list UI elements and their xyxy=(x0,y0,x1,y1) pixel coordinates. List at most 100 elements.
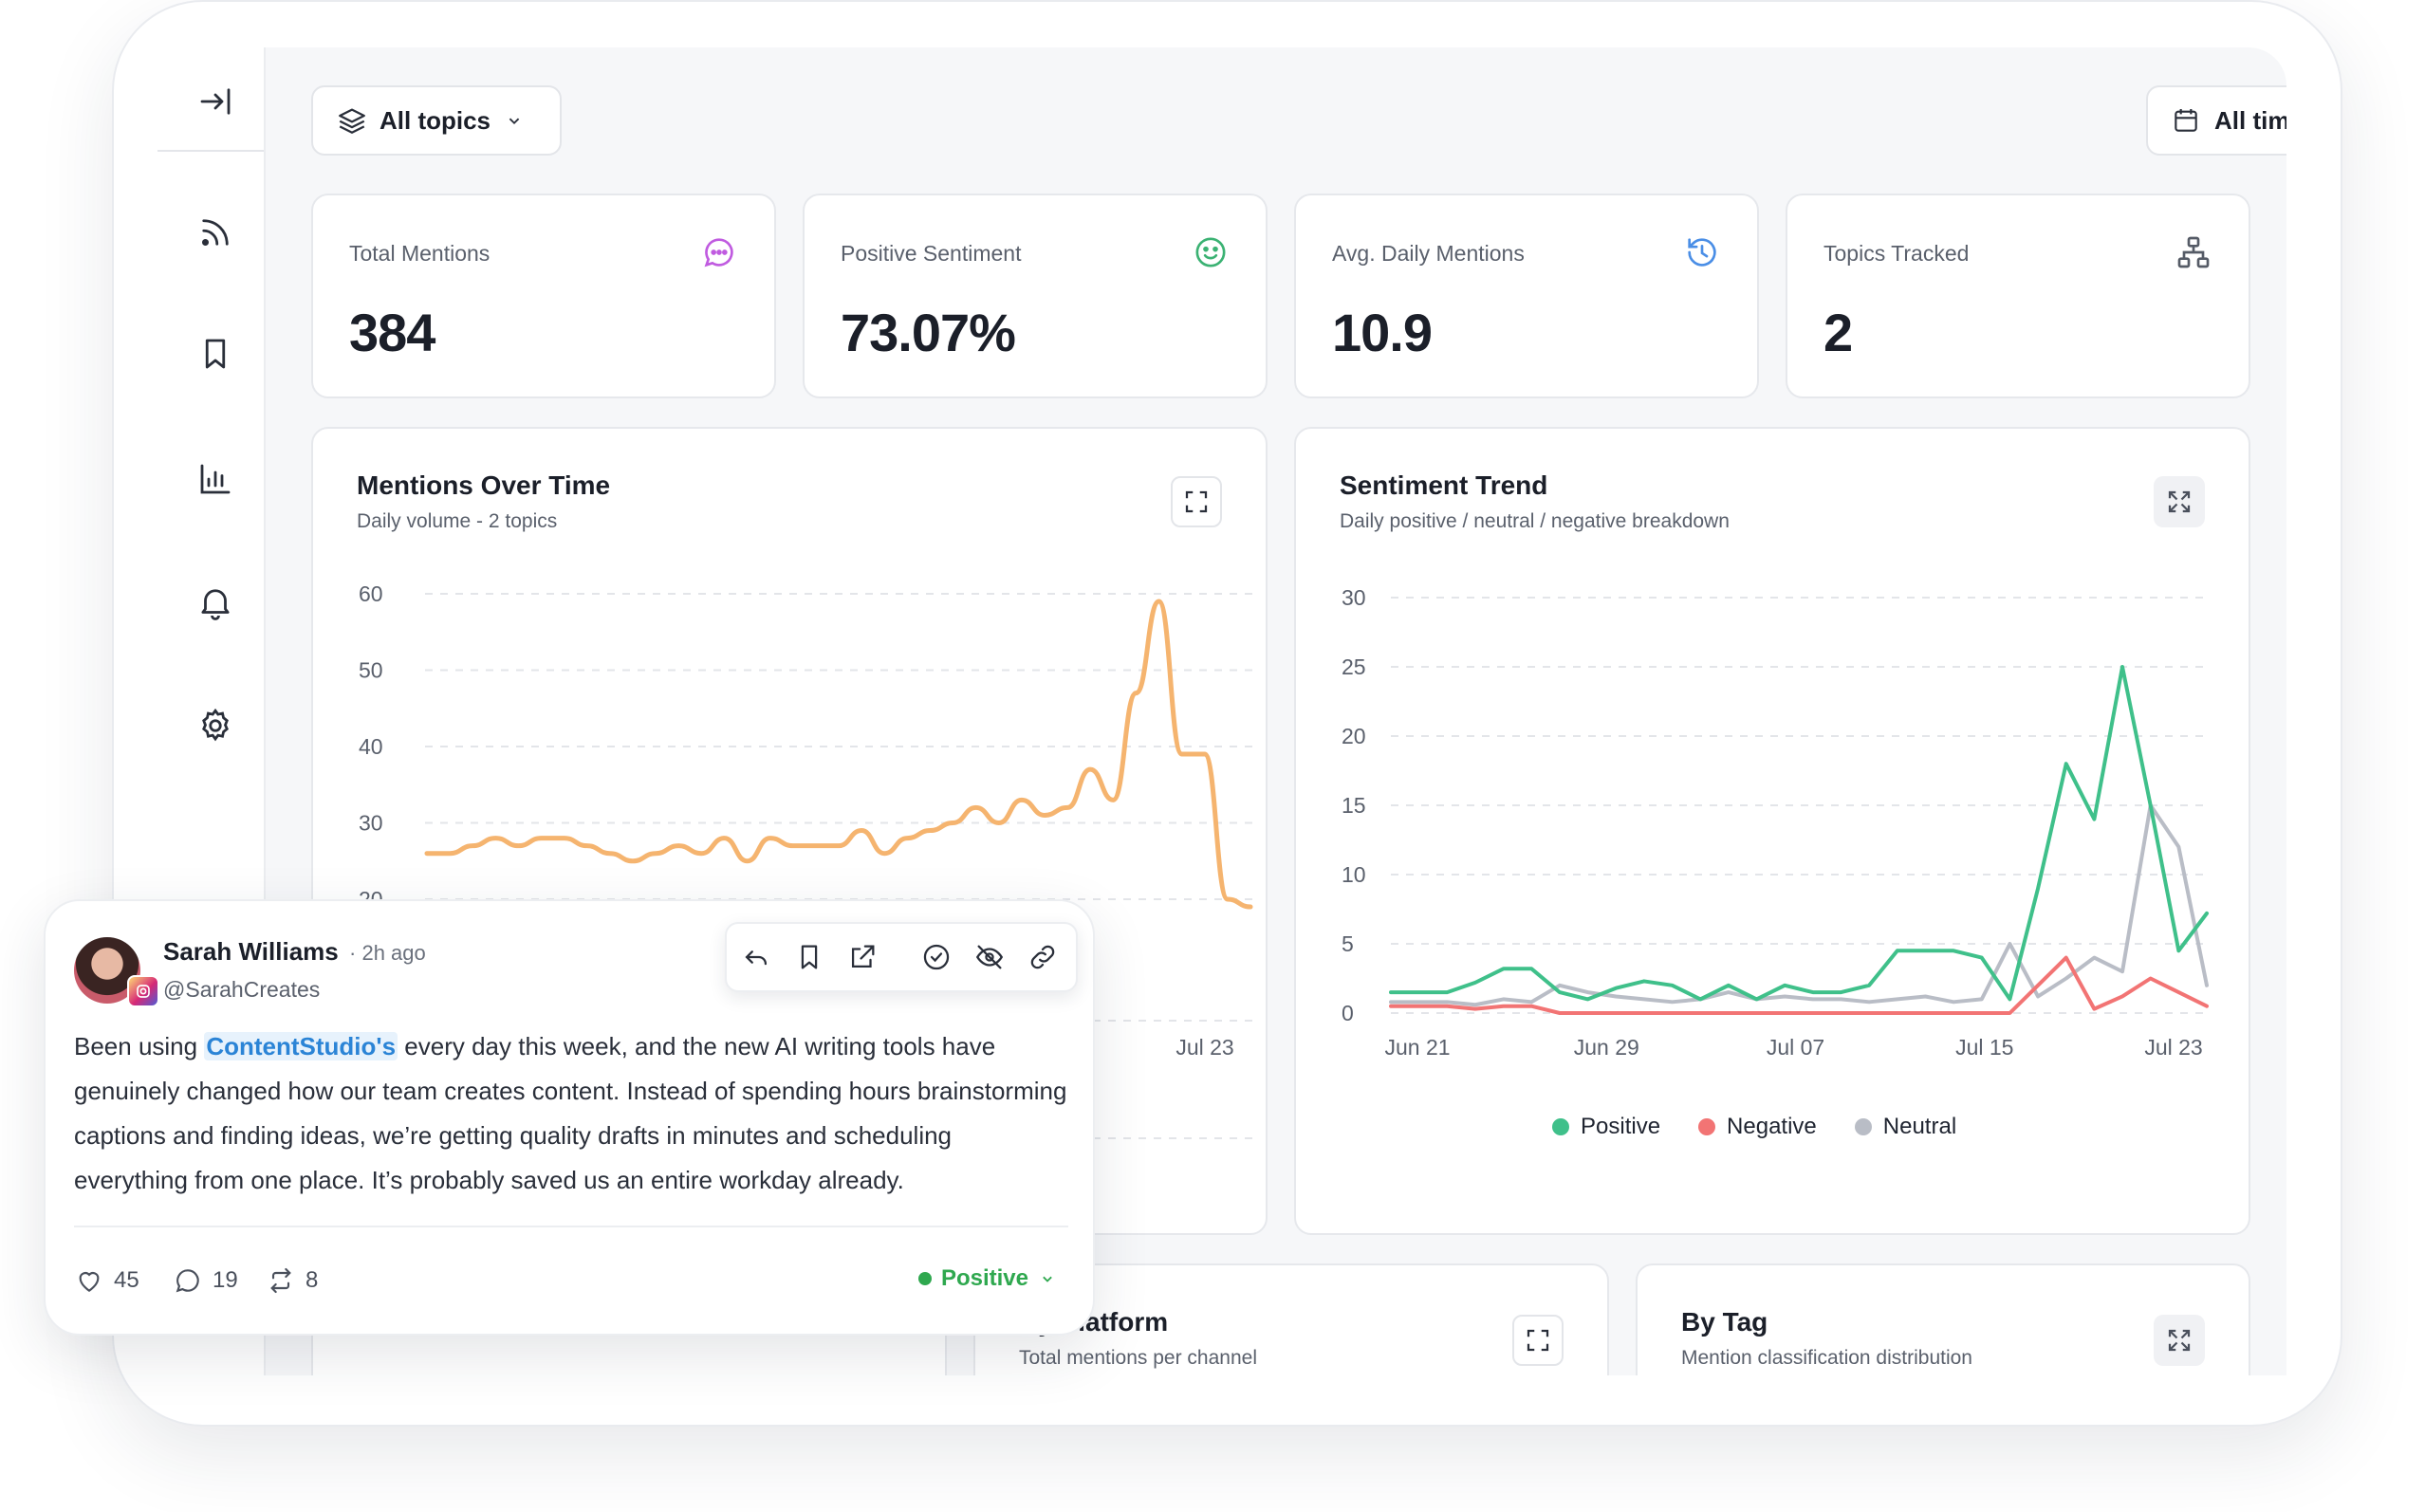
sentiment-series-neutral[interactable] xyxy=(1389,803,2209,1007)
brand-mention-highlight[interactable]: ContentStudio's xyxy=(204,1032,398,1060)
stat-value: 73.07% xyxy=(841,303,1016,362)
check-circle-icon[interactable] xyxy=(920,941,953,973)
x-tick-label: Jun 29 xyxy=(1574,1035,1639,1060)
chart-subtitle: Daily volume - 2 topics xyxy=(357,510,558,532)
rss-feed-icon[interactable] xyxy=(195,212,235,252)
comments-count: 19 xyxy=(213,1267,238,1293)
social-post-card[interactable]: Sarah Williams · 2h ago @SarahCreates Be… xyxy=(44,899,1095,1336)
y-tick-label: 0 xyxy=(1342,1001,1354,1025)
sentiment-trend-card: Sentiment Trend Daily positive / neutral… xyxy=(1294,427,2250,1235)
expand-sidebar-icon[interactable] xyxy=(195,82,235,121)
expand-arrows-icon xyxy=(2168,1329,2191,1352)
legend-dot xyxy=(1854,1118,1872,1135)
reposts-count: 8 xyxy=(305,1267,319,1293)
stat-label: Positive Sentiment xyxy=(841,241,1022,266)
comment-icon xyxy=(176,1269,199,1293)
stat-label: Topics Tracked xyxy=(1823,241,1970,266)
x-tick-label: Jul 15 xyxy=(1955,1035,2013,1060)
post-author[interactable]: Sarah Williams xyxy=(163,937,339,966)
likes-button[interactable]: 45 xyxy=(74,1265,139,1296)
y-tick-label: 60 xyxy=(359,581,383,606)
legend-label: Negative xyxy=(1727,1114,1817,1139)
y-tick-label: 20 xyxy=(1342,724,1366,748)
topics-filter-label: All topics xyxy=(379,105,491,135)
chart-legend: Positive Negative Neutral xyxy=(1552,1114,1956,1140)
expand-chart-button[interactable] xyxy=(2154,1315,2205,1366)
sentiment-dropdown[interactable]: Positive xyxy=(917,1265,1057,1292)
chevron-down-icon xyxy=(509,118,520,125)
time-range-label: All time xyxy=(2214,105,2286,135)
fullscreen-icon xyxy=(1527,1329,1549,1352)
legend-label: Positive xyxy=(1581,1114,1661,1139)
post-time: · 2h ago xyxy=(349,941,426,965)
legend-item-positive[interactable]: Positive xyxy=(1552,1114,1660,1140)
y-tick-label: 30 xyxy=(1342,585,1366,610)
chart-subtitle: Mention classification distribution xyxy=(1681,1347,1972,1369)
legend-item-negative[interactable]: Negative xyxy=(1698,1114,1817,1140)
x-tick-label: Jul 07 xyxy=(1767,1035,1824,1060)
sentiment-line-chart: 30 25 20 15 10 5 0 Jun 21 Jun 29 Jul 07 Jul 15 Jul … xyxy=(1342,585,2209,1060)
sentiment-label: Positive xyxy=(940,1265,1028,1291)
post-divider xyxy=(74,1226,1068,1227)
bookmark-icon[interactable] xyxy=(793,941,825,973)
y-tick-label: 10 xyxy=(1342,862,1366,887)
post-actions-toolbar xyxy=(725,922,1078,992)
likes-count: 45 xyxy=(114,1267,139,1293)
expand-chart-button[interactable] xyxy=(2154,476,2205,527)
sidebar-border xyxy=(264,47,266,1375)
legend-item-neutral[interactable]: Neutral xyxy=(1854,1114,1957,1140)
y-tick-label: 5 xyxy=(1342,931,1354,956)
stat-label: Total Mentions xyxy=(349,241,491,266)
sidebar xyxy=(114,2,266,1425)
post-body: Been using ContentStudio's every day thi… xyxy=(74,1024,1070,1203)
layers-icon xyxy=(339,108,365,134)
post-time-value: 2h ago xyxy=(361,941,426,965)
post-text-start: Been using xyxy=(74,1032,205,1060)
y-tick-label: 25 xyxy=(1342,655,1366,679)
fullscreen-button[interactable] xyxy=(1171,476,1222,527)
mentions-series-line[interactable] xyxy=(424,599,1253,910)
chart-title: Sentiment Trend xyxy=(1340,470,1548,500)
y-tick-label: 50 xyxy=(359,658,383,683)
legend-dot xyxy=(1552,1118,1569,1135)
y-tick-label: 15 xyxy=(1342,793,1366,818)
bell-icon[interactable] xyxy=(195,582,235,622)
time-range-button[interactable]: All time xyxy=(2146,85,2286,156)
topics-filter-dropdown[interactable]: All topics xyxy=(311,85,562,156)
stat-card-avg-daily-mentions: Avg. Daily Mentions 10.9 xyxy=(1294,194,1759,398)
hierarchy-icon xyxy=(2177,236,2210,268)
app-window: All topics All time Total Mentions 384 P… xyxy=(112,0,2342,1427)
stat-value: 10.9 xyxy=(1332,303,1433,362)
instagram-icon xyxy=(127,975,159,1007)
chart-subtitle: Daily positive / neutral / negative brea… xyxy=(1340,510,1730,532)
y-tick-label: 40 xyxy=(359,734,383,759)
by-tag-card: By Tag Mention classification distributi… xyxy=(1636,1263,2250,1375)
chart-title: By Tag xyxy=(1681,1307,1768,1337)
reply-icon[interactable] xyxy=(740,941,772,973)
settings-gear-icon[interactable] xyxy=(195,706,235,746)
stat-card-total-mentions: Total Mentions 384 xyxy=(311,194,776,398)
legend-label: Neutral xyxy=(1882,1114,1957,1139)
analytics-icon[interactable] xyxy=(195,459,235,499)
x-tick-label: Jul 23 xyxy=(1175,1035,1233,1060)
chevron-down-icon xyxy=(1043,1276,1052,1282)
calendar-icon xyxy=(2175,109,2197,132)
external-link-icon[interactable] xyxy=(846,941,879,973)
fullscreen-button[interactable] xyxy=(1512,1315,1564,1366)
comments-button[interactable]: 19 xyxy=(173,1265,238,1296)
sentiment-series-positive[interactable] xyxy=(1389,665,2209,1002)
bookmark-icon[interactable] xyxy=(195,334,235,374)
x-tick-label: Jun 21 xyxy=(1384,1035,1450,1060)
legend-dot xyxy=(1698,1118,1716,1135)
sentiment-series-negative[interactable] xyxy=(1389,955,2209,1015)
copy-link-icon[interactable] xyxy=(1027,941,1059,973)
post-handle[interactable]: @SarahCreates xyxy=(163,977,321,1002)
expand-arrows-icon xyxy=(2168,490,2191,513)
history-icon xyxy=(1688,238,1716,267)
chart-title: Mentions Over Time xyxy=(357,470,611,500)
x-tick-label: Jul 23 xyxy=(2144,1035,2202,1060)
stat-value: 2 xyxy=(1823,303,1853,362)
y-tick-label: 30 xyxy=(359,811,383,836)
hide-eye-off-icon[interactable] xyxy=(973,941,1006,973)
reposts-button[interactable]: 8 xyxy=(266,1265,318,1296)
